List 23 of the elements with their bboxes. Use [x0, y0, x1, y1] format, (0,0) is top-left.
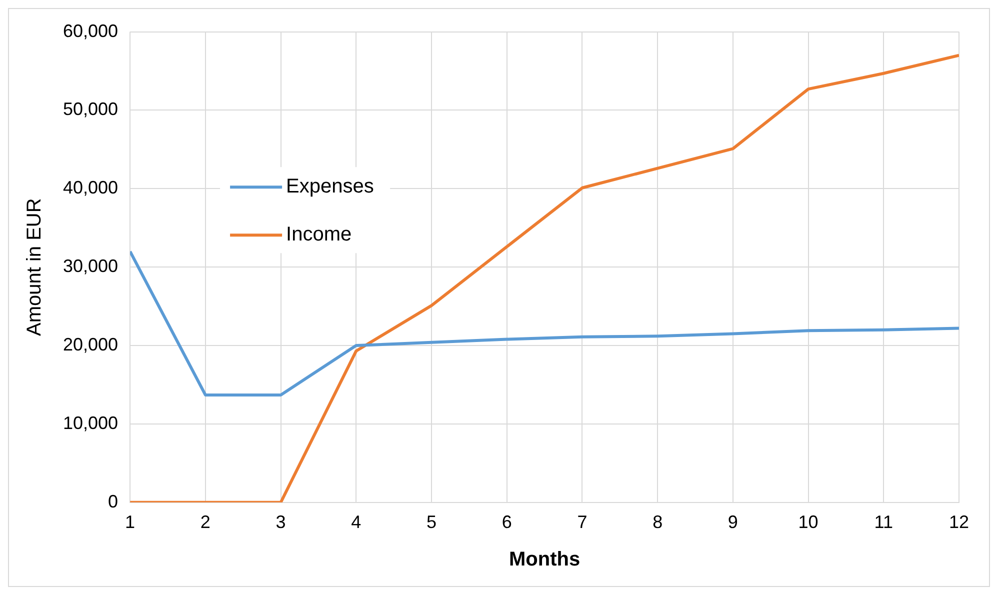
- y-tick-label: 60,000: [62, 20, 118, 41]
- y-tick-label: 20,000: [62, 334, 118, 354]
- x-tick-label: 3: [276, 512, 286, 532]
- x-tick-label: 8: [652, 512, 663, 532]
- y-tick-label: 50,000: [62, 99, 118, 120]
- x-tick-label: 10: [798, 512, 818, 532]
- x-tick-label: 12: [948, 512, 970, 532]
- y-axis-title: Amount in EUR: [24, 198, 46, 336]
- x-tick-label: 5: [426, 512, 436, 532]
- x-tick-label: 6: [502, 512, 512, 532]
- x-tick-label: 4: [351, 512, 362, 532]
- y-tick-label: 40,000: [62, 178, 118, 198]
- legend-label: Expenses: [286, 176, 374, 198]
- x-tick-label: 9: [728, 512, 738, 532]
- x-tick-label: 2: [200, 512, 210, 532]
- x-tick-label: 7: [577, 512, 588, 532]
- x-axis-title: Months: [508, 548, 580, 571]
- x-tick-label: 1: [125, 512, 136, 532]
- legend-label: Income: [286, 224, 352, 246]
- y-tick-label: 30,000: [62, 256, 118, 276]
- y-tick-label: 0: [108, 491, 118, 512]
- x-tick-label: 11: [874, 512, 893, 532]
- y-tick-label: 10,000: [62, 412, 118, 433]
